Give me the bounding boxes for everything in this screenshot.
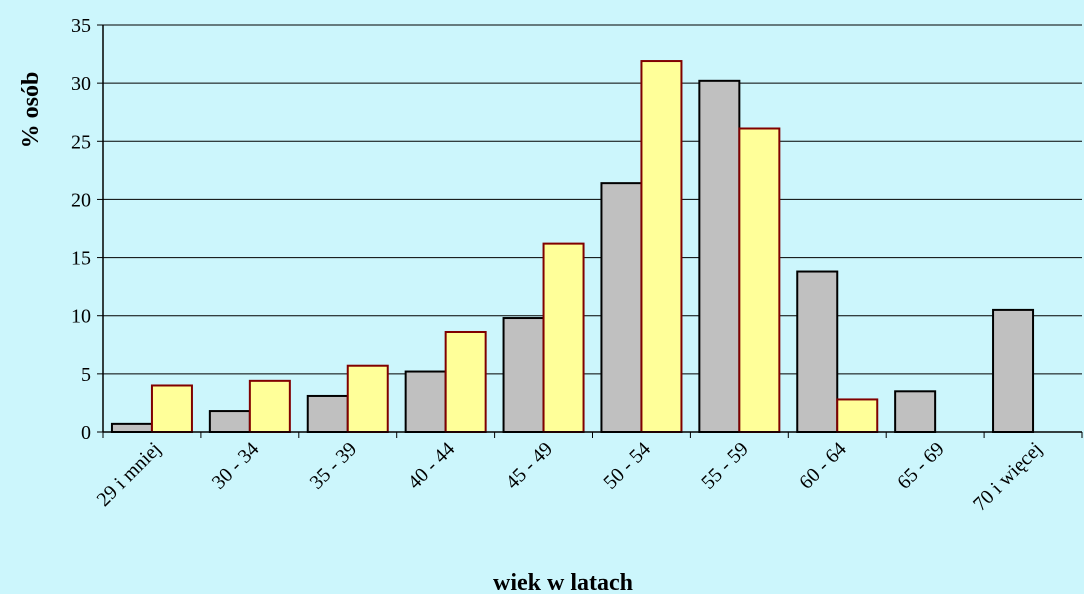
x-tick-label: 50 - 54 (599, 438, 655, 494)
x-tick-label: 40 - 44 (404, 438, 460, 494)
bar-series-1 (894, 390, 937, 433)
x-axis-title: wiek w latach (493, 570, 633, 594)
y-tick-label: 20 (71, 189, 91, 211)
x-tick-label: 55 - 59 (697, 438, 753, 494)
bar-series-2 (248, 379, 291, 434)
bar-series-1 (502, 317, 545, 434)
x-tick-label: 70 i więcej (969, 438, 1047, 516)
bar-series-2 (346, 364, 389, 433)
bars (110, 60, 1035, 434)
y-tick-label: 15 (71, 248, 91, 270)
y-tick-label: 5 (81, 364, 91, 386)
axes (97, 24, 1083, 438)
x-tick-label: 60 - 64 (795, 438, 851, 494)
bar-series-1 (600, 182, 643, 433)
bar-series-1 (404, 370, 447, 434)
bar-series-2 (542, 242, 585, 433)
bar-series-1 (208, 410, 251, 434)
bar-series-1 (698, 79, 741, 434)
bar-series-2 (738, 127, 781, 433)
y-tick-label: 25 (71, 131, 91, 153)
y-tick-label: 0 (81, 422, 91, 444)
bar-series-1 (306, 394, 349, 433)
x-tick-label: 29 i mniej (93, 438, 166, 511)
x-tick-label: 30 - 34 (208, 438, 264, 494)
gridlines (103, 24, 1082, 375)
y-tick-label: 30 (71, 73, 91, 95)
bar-series-1 (992, 308, 1035, 433)
x-tick-label: 35 - 39 (306, 438, 362, 494)
bar-series-2 (150, 384, 193, 434)
bar-series-2 (640, 60, 683, 433)
bar-series-1 (796, 270, 839, 434)
x-tick-label: 45 - 49 (501, 438, 557, 494)
y-tick-label: 35 (71, 15, 91, 37)
x-tick-label: 65 - 69 (893, 438, 949, 494)
bar-series-2 (836, 398, 879, 434)
bar-series-1 (110, 422, 153, 433)
y-axis-title: % osób (18, 72, 44, 149)
y-tick-label: 10 (71, 306, 91, 328)
bar-series-2 (444, 330, 487, 434)
